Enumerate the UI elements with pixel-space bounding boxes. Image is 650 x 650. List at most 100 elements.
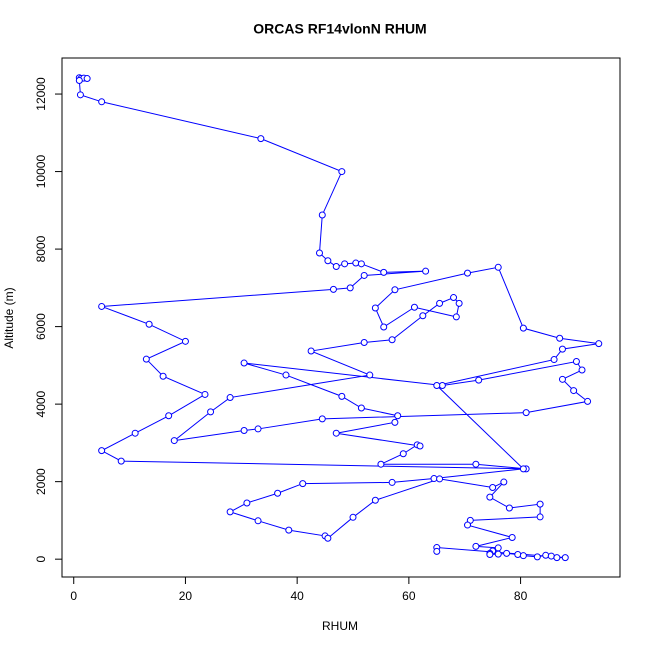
data-point: [338, 392, 346, 400]
data-point: [371, 496, 379, 504]
data-point: [558, 375, 566, 383]
data-point: [371, 304, 379, 312]
y-tick-label: 12000: [34, 77, 48, 111]
data-point: [452, 313, 460, 321]
x-tick-label: 60: [402, 589, 416, 603]
data-point: [201, 390, 209, 398]
data-point: [553, 554, 561, 562]
data-point: [578, 366, 586, 374]
data-point: [519, 552, 527, 560]
data-point: [377, 460, 385, 468]
data-point: [455, 299, 463, 307]
data-point: [419, 312, 427, 320]
data-point: [391, 418, 399, 426]
data-point: [380, 268, 388, 276]
x-tick-label: 0: [70, 589, 77, 603]
data-point: [472, 460, 480, 468]
data-point: [181, 337, 189, 345]
data-point: [324, 534, 332, 542]
data-point: [254, 517, 262, 525]
data-point: [536, 513, 544, 521]
data-point: [533, 553, 541, 561]
data-point: [318, 415, 326, 423]
data-point: [436, 475, 444, 483]
data-point: [422, 267, 430, 275]
data-point: [360, 339, 368, 347]
data-point: [117, 457, 125, 465]
data-point: [500, 478, 508, 486]
data-point: [536, 500, 544, 508]
data-point: [346, 284, 354, 292]
data-point: [519, 324, 527, 332]
data-point: [98, 302, 106, 310]
y-tick-label: 6000: [34, 313, 48, 340]
data-point: [399, 450, 407, 458]
data-point: [332, 263, 340, 271]
data-point: [338, 168, 346, 176]
plot-frame: [61, 57, 621, 578]
data-point: [519, 465, 527, 473]
data-point: [318, 211, 326, 219]
x-tick-label: 80: [514, 589, 528, 603]
data-point: [472, 542, 480, 550]
data-point: [159, 372, 167, 380]
data-point: [240, 359, 248, 367]
data-point: [570, 387, 578, 395]
data-point: [388, 478, 396, 486]
data-point: [83, 75, 91, 83]
data-point: [285, 526, 293, 534]
data-point: [433, 382, 441, 390]
data-point: [226, 394, 234, 402]
data-point: [514, 551, 522, 559]
y-tick-label: 2000: [34, 468, 48, 495]
data-point: [257, 135, 265, 143]
data-point: [486, 551, 494, 559]
data-point: [360, 271, 368, 279]
data-point: [75, 76, 83, 84]
data-point: [165, 412, 173, 420]
y-axis-label: Altitude (m): [2, 287, 16, 348]
data-point: [505, 504, 513, 512]
data-point: [299, 480, 307, 488]
data-point: [315, 249, 323, 257]
data-point: [98, 447, 106, 455]
y-tick-label: 8000: [34, 235, 48, 262]
data-point: [410, 303, 418, 311]
data-point: [324, 257, 332, 265]
data-point: [558, 345, 566, 353]
data-point: [433, 547, 441, 555]
data-point: [556, 334, 564, 342]
data-point: [207, 408, 215, 416]
data-point: [145, 320, 153, 328]
data-point: [329, 285, 337, 293]
data-point: [430, 475, 438, 483]
data-point: [464, 521, 472, 529]
data-point: [352, 259, 360, 267]
data-point: [349, 513, 357, 521]
data-point: [388, 336, 396, 344]
data-point: [522, 409, 530, 417]
data-point: [98, 98, 106, 106]
data-point: [486, 493, 494, 501]
data-point: [282, 371, 290, 379]
data-point: [494, 263, 502, 271]
data-point: [547, 552, 555, 560]
data-point: [542, 551, 550, 559]
data-point: [494, 550, 502, 558]
data-point: [550, 356, 558, 364]
data-point: [274, 489, 282, 497]
data-point: [489, 483, 497, 491]
y-tick-label: 0: [34, 556, 48, 563]
data-point: [357, 260, 365, 268]
data-point: [508, 533, 516, 541]
data-point: [503, 549, 511, 557]
data-point: [450, 294, 458, 302]
data-line: [78, 77, 599, 559]
data-point: [307, 347, 315, 355]
data-point: [394, 412, 402, 420]
x-tick-label: 20: [179, 589, 193, 603]
data-point: [584, 397, 592, 405]
data-point: [595, 340, 603, 348]
data-point: [475, 376, 483, 384]
